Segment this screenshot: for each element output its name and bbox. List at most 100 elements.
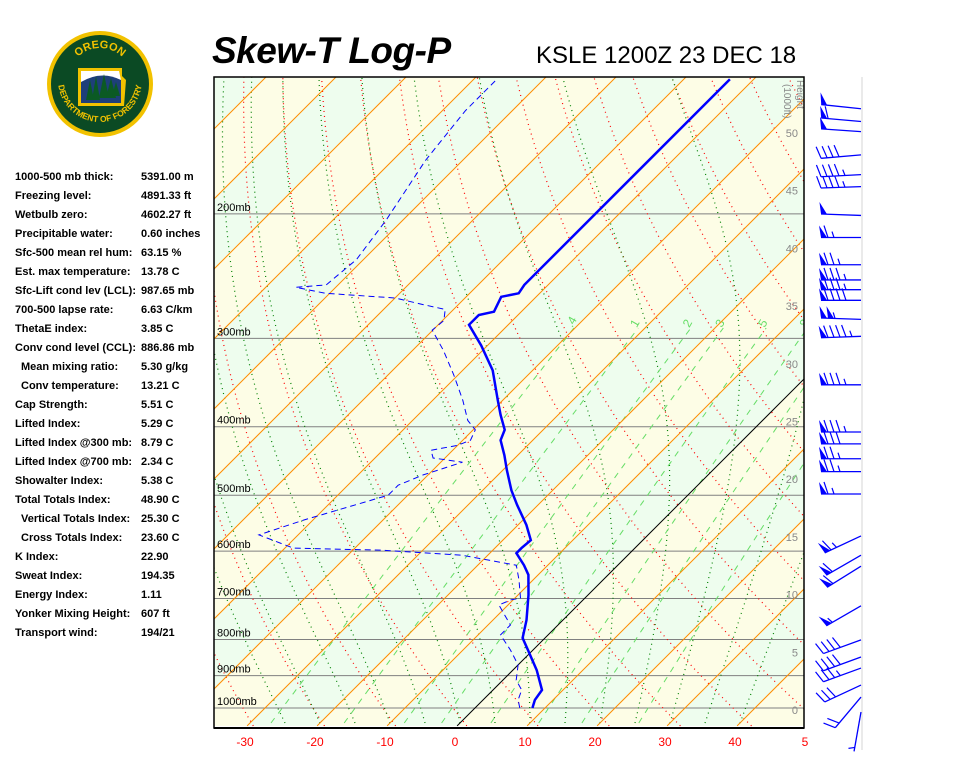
dry-adiabat-line <box>792 1 960 726</box>
wind-barb-feather <box>835 419 841 433</box>
wind-barb-feather <box>831 637 841 648</box>
wind-barb-staff <box>821 103 862 110</box>
wind-barb <box>819 305 862 321</box>
wind-barb-staff <box>824 684 862 703</box>
wind-barb-feather <box>835 267 841 281</box>
stat-value: 13.21 C <box>141 380 180 392</box>
stat-value: 63.15 % <box>141 247 182 259</box>
dry-adiabat-line <box>242 77 468 727</box>
height-tick-label: 45 <box>786 186 798 198</box>
wind-barb-feather <box>815 671 824 683</box>
stat-label: Conv cond level (CCL): <box>15 342 137 354</box>
wind-barb-feather <box>841 324 847 338</box>
height-tick-label: 15 <box>786 532 798 544</box>
isotherm-line <box>214 77 757 620</box>
wind-barb-flag <box>817 542 831 553</box>
wind-barb-feather <box>816 175 822 189</box>
stat-label: Lifted Index @300 mb: <box>15 437 133 449</box>
stat-value: 886.86 mb <box>141 342 195 354</box>
stat-value: 5.30 g/kg <box>141 361 189 373</box>
height-tick-label: 0 <box>792 705 798 717</box>
wind-barb-feather <box>828 175 834 188</box>
x-tick-label: 0 <box>452 735 459 749</box>
x-tick-label: -30 <box>236 735 254 749</box>
wind-barb-flag <box>826 306 835 319</box>
dry-adiabat-line <box>900 1 960 726</box>
wind-barb-staff <box>821 174 862 178</box>
pressure-label: 300mb <box>217 326 251 338</box>
wind-barb-feather <box>826 667 836 679</box>
wind-barb-staff <box>824 535 862 554</box>
stat-label: Sweat Index: <box>15 570 83 582</box>
stat-value: 6.63 C/km <box>141 304 193 316</box>
wind-barb <box>819 419 861 433</box>
wind-barb-half-feather <box>842 169 846 176</box>
stat-label: Energy Index: <box>15 589 88 601</box>
isotherm-line <box>214 77 687 550</box>
wind-barb-staff <box>826 554 862 576</box>
wind-barb-flag <box>819 225 827 238</box>
wind-barb-half-feather <box>849 330 853 337</box>
isotherm-line <box>214 77 267 130</box>
pressure-label: 900mb <box>217 664 251 676</box>
wind-barb-feather <box>821 164 828 177</box>
stat-value: 13.78 C <box>141 266 180 278</box>
dry-adiabat-line <box>864 1 960 726</box>
x-tick-label: 10 <box>518 735 532 749</box>
wind-barb <box>815 654 862 672</box>
stat-label: Showalter Index: <box>15 475 104 487</box>
isotherm-line <box>807 1 960 726</box>
wind-barb <box>819 431 861 445</box>
stat-value: 5.38 C <box>141 475 174 487</box>
wind-barb <box>819 201 862 217</box>
stat-value: 2.34 C <box>141 456 174 468</box>
wind-barb-half-feather <box>837 258 841 265</box>
wind-barb-flag <box>819 481 827 494</box>
wind-barb <box>815 667 862 683</box>
wind-barb-feather <box>815 660 824 672</box>
wind-barb-staff <box>823 656 862 672</box>
wind-barb-half-feather <box>831 542 837 548</box>
stat-label: Sfc-500 mean rel hum: <box>15 247 133 259</box>
wind-barb-feather <box>835 372 841 386</box>
stat-label: Total Totals Index: <box>15 494 111 506</box>
wind-barb <box>820 92 862 110</box>
stat-label: Wetbulb zero: <box>15 209 88 221</box>
wind-barb-feather <box>821 145 828 159</box>
wind-barb-flag <box>820 92 828 106</box>
pressure-label: 500mb <box>217 483 251 495</box>
stat-value: 4602.27 ft <box>141 209 192 221</box>
isotherm-line <box>316 238 804 727</box>
stat-label: Conv temperature: <box>21 380 119 392</box>
wind-barb <box>819 288 861 301</box>
wind-barb-feather <box>835 431 841 445</box>
moist-adiabat-line <box>214 472 321 724</box>
stat-label: Vertical Totals Index: <box>21 513 131 525</box>
wind-barb-half-feather <box>837 465 841 472</box>
dewpoint-line <box>257 78 523 709</box>
wind-barb-feather <box>829 252 835 265</box>
height-tick-label: 50 <box>786 128 798 140</box>
moist-adiabat-line <box>413 77 569 724</box>
isotherm-line <box>214 77 407 270</box>
wind-barb-flag <box>819 372 827 385</box>
stat-label: 700-500 lapse rate: <box>15 304 114 316</box>
isotherm-line <box>214 77 337 200</box>
wind-barb <box>815 637 862 655</box>
wind-barb-feather <box>835 277 841 290</box>
wind-barb-feather <box>823 325 829 338</box>
wind-barb <box>815 163 862 178</box>
x-tick-label: -10 <box>376 735 394 749</box>
pressure-label: 600mb <box>217 539 251 551</box>
wind-barb-feather <box>823 225 829 238</box>
wind-barb-feather <box>826 639 836 650</box>
wind-barb-flag <box>819 252 827 265</box>
stat-value: 5.29 C <box>141 418 174 430</box>
height-tick-label: 5 <box>792 647 798 659</box>
wind-barb-feather <box>821 689 831 700</box>
wind-barb-feather <box>827 164 834 177</box>
mixing-ratio-line <box>343 327 639 724</box>
wind-barb-half-feather <box>843 425 847 433</box>
stat-value: 23.60 C <box>141 532 180 544</box>
